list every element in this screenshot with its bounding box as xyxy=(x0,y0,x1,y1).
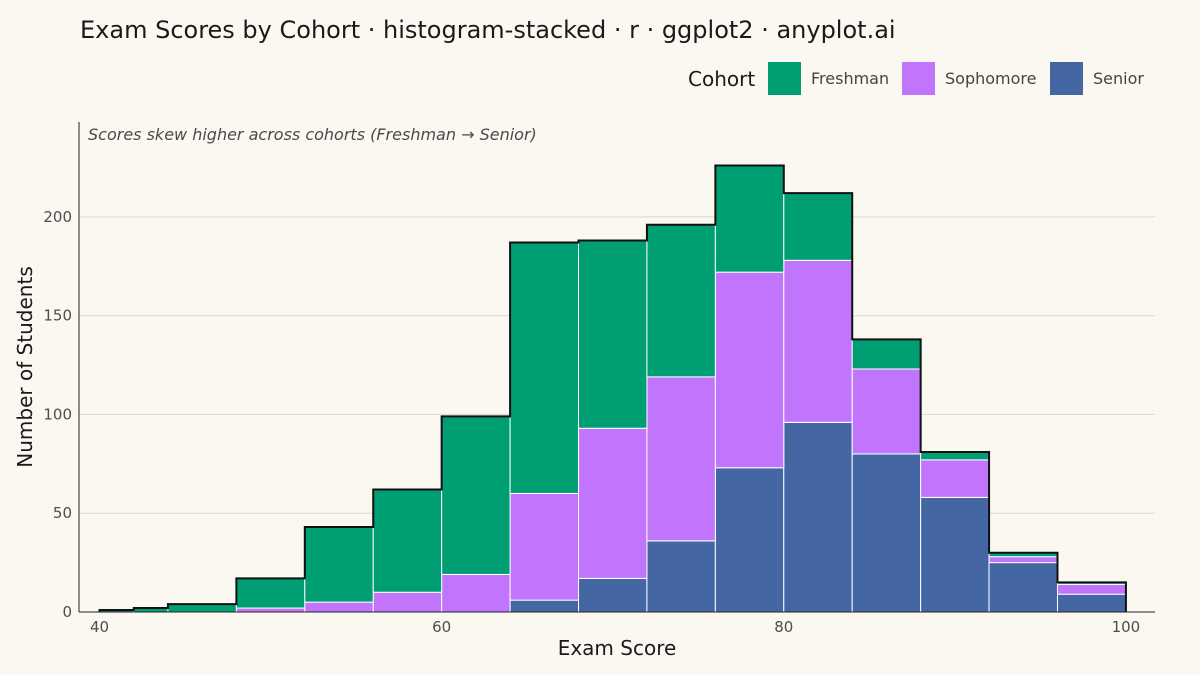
legend-swatch-senior xyxy=(1050,62,1083,95)
bar-senior xyxy=(920,496,990,613)
y-tick-label: 200 xyxy=(43,208,72,226)
x-axis-title: Exam Score xyxy=(558,636,677,660)
bar-sophomore xyxy=(920,459,990,498)
x-tick-label: 80 xyxy=(774,618,793,636)
bar-freshman xyxy=(578,240,648,429)
bar-freshman xyxy=(851,338,922,370)
bar-senior xyxy=(646,540,716,613)
chart-subtitle: Scores skew higher across cohorts (Fresh… xyxy=(88,125,537,144)
bar-senior xyxy=(988,562,1058,613)
x-tick-label: 100 xyxy=(1112,618,1141,636)
bar-freshman xyxy=(372,489,443,593)
bar-freshman xyxy=(783,192,853,261)
x-tick-label: 60 xyxy=(432,618,451,636)
histogram-outline xyxy=(98,164,1127,612)
bar-sophomore xyxy=(851,368,922,455)
legend-swatch-freshman xyxy=(768,62,801,95)
chart-title: Exam Scores by Cohort · histogram-stacke… xyxy=(80,16,896,44)
bar-senior xyxy=(714,467,785,613)
bar-freshman xyxy=(167,603,237,613)
bar-sophomore xyxy=(372,591,443,613)
bar-sophomore xyxy=(783,259,853,423)
bar-senior xyxy=(851,453,922,613)
legend-label-senior: Senior xyxy=(1093,69,1144,88)
bar-freshman xyxy=(235,577,306,609)
y-axis-title: Number of Students xyxy=(13,266,37,467)
bar-senior xyxy=(1056,593,1127,613)
bar-senior xyxy=(509,599,580,613)
bar-sophomore xyxy=(441,573,511,613)
bar-freshman xyxy=(714,164,785,273)
bar-freshman xyxy=(920,451,990,461)
bar-sophomore xyxy=(1056,583,1127,595)
x-tick-labels: 40 60 80 100 xyxy=(90,618,1140,636)
bar-freshman xyxy=(441,415,511,575)
legend-label-freshman: Freshman xyxy=(811,69,889,88)
legend: Cohort Freshman Sophomore Senior xyxy=(688,62,1144,95)
bar-sophomore xyxy=(714,271,785,469)
bar-freshman xyxy=(646,224,716,378)
y-tick-label: 0 xyxy=(62,603,72,621)
bar-sophomore xyxy=(235,607,306,613)
legend-label-sophomore: Sophomore xyxy=(945,69,1036,88)
bar-sophomore xyxy=(988,556,1058,564)
y-tick-labels: 0 50 100 150 200 xyxy=(43,208,72,621)
y-tick-label: 50 xyxy=(53,504,72,522)
bar-sophomore xyxy=(304,601,374,613)
legend-swatch-sophomore xyxy=(902,62,935,95)
bars xyxy=(99,164,1127,613)
bar-freshman xyxy=(304,526,374,603)
bar-freshman xyxy=(509,242,580,494)
x-tick-label: 40 xyxy=(90,618,109,636)
legend-title: Cohort xyxy=(688,67,755,91)
bar-sophomore xyxy=(578,427,648,579)
y-tick-label: 150 xyxy=(43,307,72,325)
bar-sophomore xyxy=(509,492,580,601)
y-tick-label: 100 xyxy=(43,405,72,423)
bar-senior xyxy=(578,577,648,613)
bar-sophomore xyxy=(646,376,716,542)
bar-senior xyxy=(783,421,853,613)
